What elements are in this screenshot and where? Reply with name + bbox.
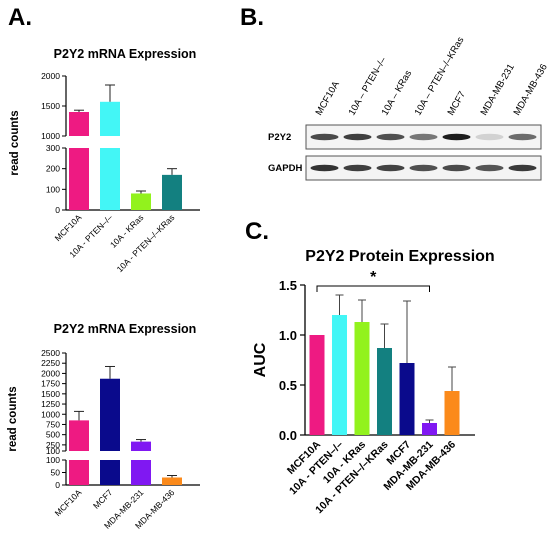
- bar: [377, 348, 392, 435]
- bar: [100, 148, 120, 210]
- y-tick-label: 500: [46, 430, 60, 440]
- bar: [69, 148, 89, 210]
- bar: [131, 460, 151, 485]
- bar: [332, 315, 347, 435]
- band: [442, 164, 471, 172]
- blot-row-label: GAPDH: [268, 163, 302, 174]
- lane-label: 10A – KRas: [380, 68, 415, 117]
- lane-label: MCF10A: [314, 79, 343, 118]
- bar: [69, 420, 89, 451]
- band: [310, 164, 339, 172]
- y-axis-label: read counts: [7, 386, 19, 451]
- y-axis-label: AUC: [252, 342, 269, 377]
- x-tick-label: 10A - PTEN–/–KRas: [115, 212, 177, 274]
- y-tick-label: 0.5: [279, 378, 297, 393]
- blot-row-label: P2Y2: [268, 132, 291, 143]
- band: [343, 133, 372, 141]
- chart-c-protein-expression: P2Y2 Protein ExpressionAUC0.00.51.01.5MC…: [252, 248, 495, 516]
- bar: [100, 378, 120, 451]
- x-tick-label: MCF10A: [53, 487, 84, 518]
- y-axis-label: read counts: [9, 110, 21, 175]
- y-tick-label: 100: [46, 184, 60, 194]
- y-tick-label: 50: [51, 468, 61, 478]
- band: [475, 133, 504, 141]
- significance-bracket: [316, 285, 430, 292]
- y-tick-label: 100: [46, 446, 60, 456]
- y-tick-label: 1000: [41, 131, 60, 141]
- bar: [131, 193, 151, 210]
- panel-label-b: B.: [240, 4, 264, 31]
- y-tick-label: 0: [55, 205, 60, 215]
- y-tick-label: 1250: [41, 399, 60, 409]
- bar: [69, 460, 89, 485]
- band: [310, 133, 339, 141]
- y-tick-label: 0.0: [279, 428, 297, 443]
- y-tick-label: 200: [46, 164, 60, 174]
- panel-label-c: C.: [245, 218, 269, 245]
- x-tick-label: MCF7: [91, 487, 115, 511]
- y-tick-label: 1500: [41, 101, 60, 111]
- bar: [444, 391, 460, 435]
- y-tick-label: 750: [46, 419, 60, 429]
- y-tick-label: 0: [55, 480, 60, 490]
- y-tick-label: 250: [46, 440, 60, 450]
- lane-label: MDA-MB-231: [479, 62, 517, 117]
- chart-title: P2Y2 mRNA Expression: [54, 322, 197, 336]
- bar: [162, 174, 182, 210]
- bar: [162, 477, 182, 485]
- y-tick-label: 1750: [41, 379, 60, 389]
- y-tick-label: 2000: [41, 71, 60, 81]
- bar: [100, 460, 120, 485]
- band: [409, 164, 438, 172]
- panel-label-a: A.: [8, 4, 32, 31]
- chart-title: P2Y2 Protein Expression: [305, 248, 494, 265]
- band: [376, 164, 405, 172]
- lane-label: MCF7: [446, 90, 468, 118]
- band: [409, 133, 438, 141]
- y-tick-label: 1000: [41, 409, 60, 419]
- band: [343, 164, 372, 172]
- bar: [399, 363, 415, 435]
- bar: [69, 112, 89, 136]
- lane-label: MDA-MB-436: [512, 62, 550, 117]
- bar: [422, 423, 437, 435]
- y-tick-label: 1500: [41, 389, 60, 399]
- band: [376, 133, 405, 141]
- band: [475, 164, 504, 172]
- bar: [100, 101, 120, 136]
- bar: [354, 322, 370, 435]
- significance-star: *: [370, 269, 377, 286]
- band: [508, 164, 537, 172]
- bar: [309, 335, 325, 435]
- y-tick-label: 300: [46, 143, 60, 153]
- y-tick-label: 100: [46, 455, 60, 465]
- y-tick-label: 1.0: [279, 328, 297, 343]
- band: [508, 133, 537, 141]
- y-tick-label: 1.5: [279, 278, 297, 293]
- band: [442, 133, 471, 141]
- y-tick-label: 2500: [41, 348, 60, 358]
- y-tick-label: 2000: [41, 368, 60, 378]
- x-tick-label: MCF10A: [53, 212, 84, 243]
- bar: [131, 441, 151, 451]
- chart-title: P2Y2 mRNA Expression: [54, 47, 197, 61]
- y-tick-label: 2250: [41, 358, 60, 368]
